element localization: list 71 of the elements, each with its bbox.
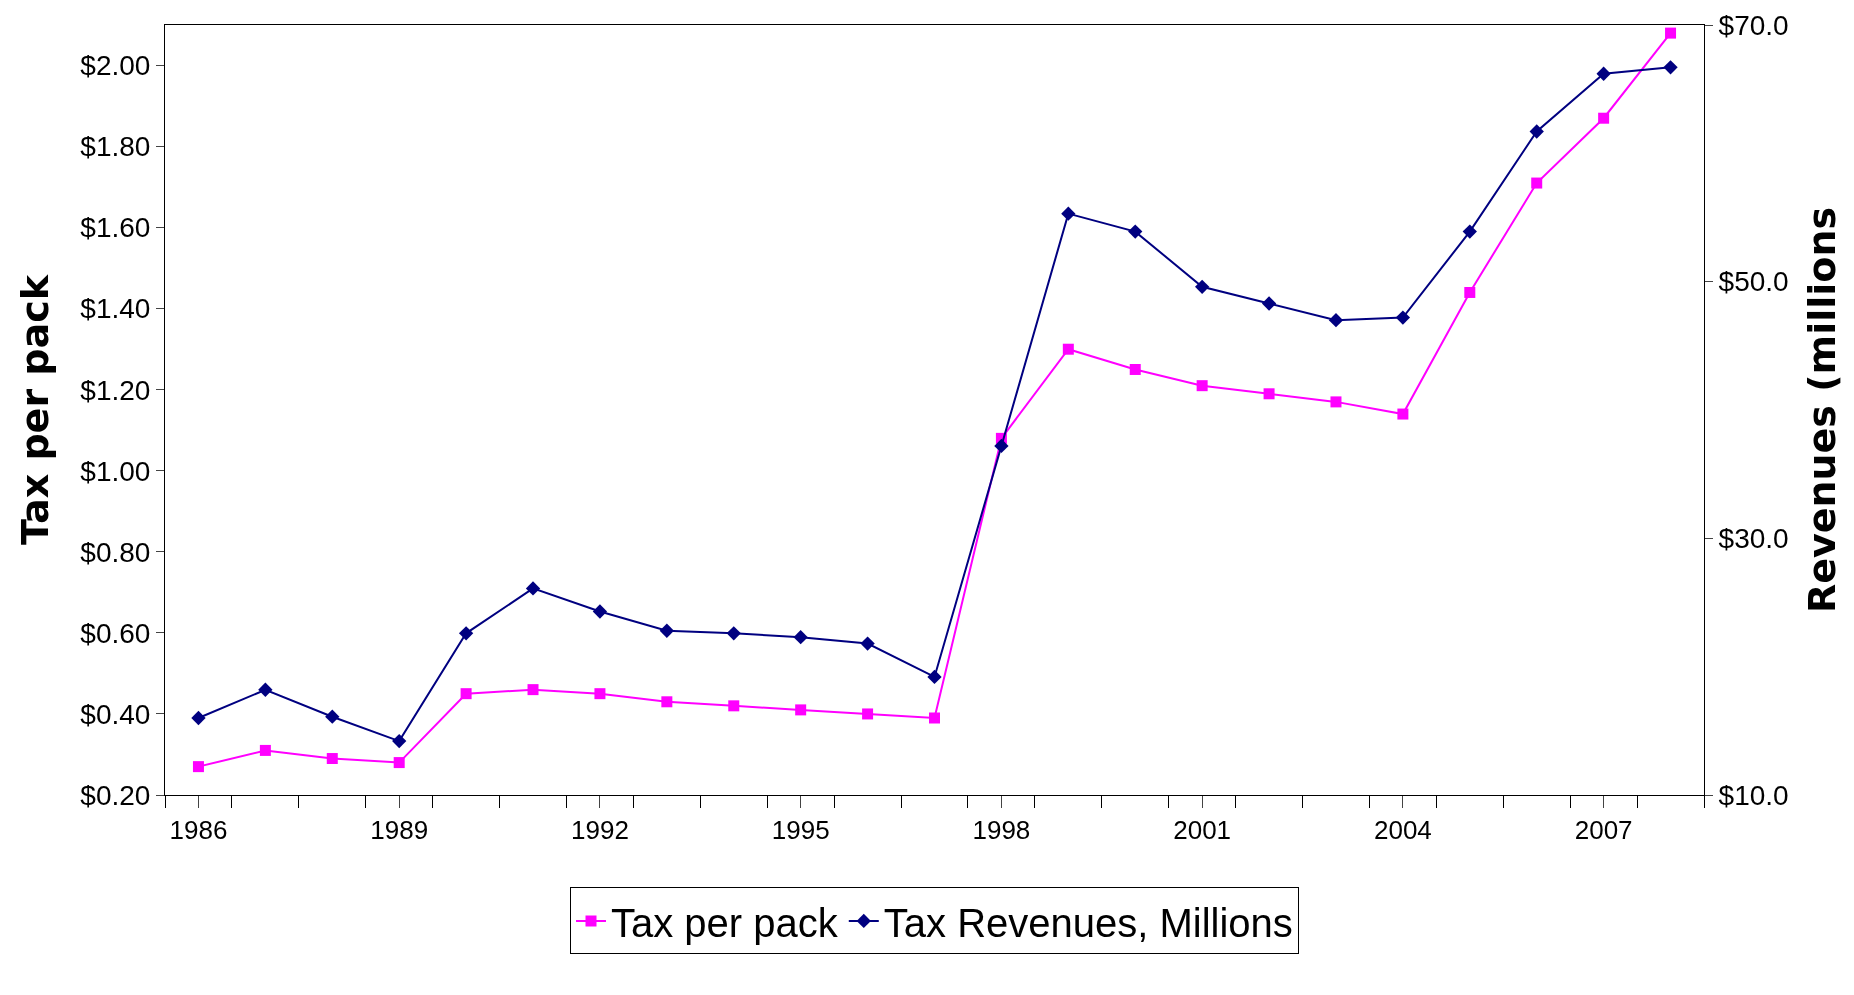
point <box>592 604 608 619</box>
y-tick-label: $1.40 <box>80 293 151 325</box>
point <box>192 761 204 773</box>
point <box>1128 224 1143 239</box>
y-tick-label: $0.20 <box>80 779 151 811</box>
y2-axis-title: Revenues (millions <box>1799 206 1844 614</box>
point <box>1529 124 1544 139</box>
point <box>1196 380 1208 392</box>
y-tick-label: $1.20 <box>80 374 151 406</box>
point <box>1598 112 1610 124</box>
point <box>460 688 472 700</box>
point <box>1462 224 1477 239</box>
point <box>1395 310 1411 325</box>
point <box>458 626 474 641</box>
point <box>191 710 206 726</box>
legend-label: Tax Revenues, Millions <box>883 900 1293 945</box>
legend-label: Tax per pack <box>611 900 839 945</box>
point <box>1663 60 1678 75</box>
y2-tick-label: $30.0 <box>1718 523 1789 555</box>
x-tick-label: 2007 <box>1574 815 1633 846</box>
point <box>1261 296 1277 311</box>
point <box>860 636 875 651</box>
y-tick-label: $1.60 <box>80 212 151 244</box>
point <box>1397 408 1409 420</box>
x-tick-label: 1998 <box>972 815 1031 846</box>
y-tick-label: $0.80 <box>80 536 151 568</box>
x-tick-label: 2004 <box>1373 815 1432 846</box>
point <box>927 669 942 685</box>
point <box>393 757 405 769</box>
y-tick-label: $0.40 <box>80 698 151 730</box>
point <box>325 709 340 724</box>
x-tick-label: 1989 <box>370 815 429 846</box>
y2-tick-label: $50.0 <box>1718 266 1789 298</box>
point <box>728 700 740 712</box>
point <box>1665 27 1677 39</box>
point <box>1195 279 1210 294</box>
point <box>326 753 338 765</box>
point <box>594 688 606 700</box>
x-tick-label: 1992 <box>571 815 629 846</box>
x-tick-label: 1995 <box>771 815 830 846</box>
point <box>258 682 273 697</box>
x-tick-label: 2001 <box>1173 815 1232 846</box>
y-tick-label: $0.60 <box>80 617 151 649</box>
point <box>1596 66 1611 81</box>
point <box>661 696 673 708</box>
point <box>795 704 807 716</box>
y-tick-label: $1.00 <box>80 455 151 487</box>
y-axis-title: Tax per pack <box>12 274 57 545</box>
point <box>525 581 541 596</box>
point <box>659 623 674 638</box>
point <box>527 684 539 696</box>
y-tick-label: $2.00 <box>80 50 151 82</box>
point <box>929 712 940 724</box>
y-tick-label: $1.80 <box>80 131 151 163</box>
point <box>793 630 808 645</box>
point <box>392 733 407 749</box>
point <box>862 708 874 720</box>
point <box>1061 206 1076 221</box>
point <box>1263 388 1275 400</box>
point <box>1330 396 1342 408</box>
point <box>726 626 741 641</box>
point <box>1328 313 1344 328</box>
point <box>1129 363 1141 375</box>
y2-tick-label: $10.0 <box>1718 779 1789 811</box>
y2-tick-label: $70.0 <box>1718 9 1789 41</box>
point <box>1531 177 1543 189</box>
point <box>1464 286 1476 298</box>
point <box>1062 343 1074 355</box>
point <box>259 744 271 756</box>
point <box>994 438 1009 454</box>
x-tick-label: 1986 <box>169 815 228 846</box>
